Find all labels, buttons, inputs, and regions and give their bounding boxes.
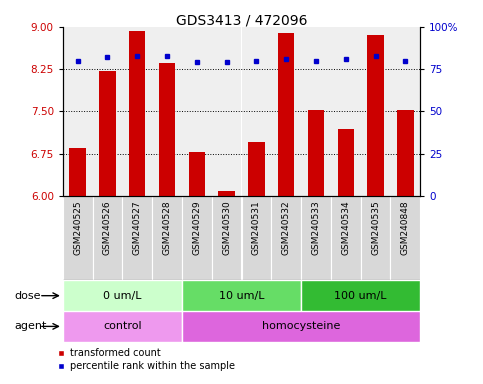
Bar — [212, 196, 242, 280]
Bar — [301, 280, 420, 311]
Bar — [122, 27, 152, 196]
Bar — [212, 27, 242, 196]
Text: dose: dose — [14, 291, 41, 301]
Text: GSM240527: GSM240527 — [133, 200, 142, 255]
Bar — [159, 63, 175, 196]
Bar — [182, 27, 212, 196]
Text: agent: agent — [14, 321, 47, 331]
Bar — [63, 196, 93, 280]
Bar — [248, 142, 265, 196]
Text: control: control — [103, 321, 142, 331]
Bar — [390, 27, 420, 196]
Legend: transformed count, percentile rank within the sample: transformed count, percentile rank withi… — [53, 344, 239, 375]
Bar — [70, 148, 86, 196]
Bar — [93, 196, 122, 280]
Text: GSM240528: GSM240528 — [163, 200, 171, 255]
Bar — [361, 196, 390, 280]
Bar — [189, 152, 205, 196]
Text: GSM240531: GSM240531 — [252, 200, 261, 255]
Bar — [331, 27, 361, 196]
Text: GSM240530: GSM240530 — [222, 200, 231, 255]
Text: GDS3413 / 472096: GDS3413 / 472096 — [176, 13, 307, 27]
Text: GSM240526: GSM240526 — [103, 200, 112, 255]
Text: GSM240529: GSM240529 — [192, 200, 201, 255]
Bar — [122, 196, 152, 280]
Text: GSM240533: GSM240533 — [312, 200, 320, 255]
Bar — [218, 191, 235, 196]
Text: GSM240848: GSM240848 — [401, 200, 410, 255]
Bar — [182, 280, 301, 311]
Bar — [152, 27, 182, 196]
Bar — [182, 196, 212, 280]
Bar — [63, 27, 93, 196]
Bar — [308, 110, 324, 196]
Bar — [368, 35, 384, 196]
Bar — [242, 196, 271, 280]
Text: GSM240535: GSM240535 — [371, 200, 380, 255]
Bar — [63, 311, 182, 342]
Bar — [338, 129, 354, 196]
Text: 10 um/L: 10 um/L — [219, 291, 264, 301]
Bar — [361, 27, 390, 196]
Text: GSM240525: GSM240525 — [73, 200, 82, 255]
Text: 0 um/L: 0 um/L — [103, 291, 142, 301]
Bar — [93, 27, 122, 196]
Bar — [129, 31, 145, 196]
Bar — [271, 27, 301, 196]
Bar — [278, 33, 294, 196]
Bar — [63, 280, 182, 311]
Text: homocysteine: homocysteine — [262, 321, 340, 331]
Bar — [152, 196, 182, 280]
Bar — [301, 196, 331, 280]
Text: GSM240534: GSM240534 — [341, 200, 350, 255]
Bar — [390, 196, 420, 280]
Bar — [271, 196, 301, 280]
Text: 100 um/L: 100 um/L — [334, 291, 387, 301]
Text: GSM240532: GSM240532 — [282, 200, 291, 255]
Bar — [99, 71, 115, 196]
Bar — [182, 311, 420, 342]
Bar — [301, 27, 331, 196]
Bar — [242, 27, 271, 196]
Bar — [331, 196, 361, 280]
Bar — [397, 110, 413, 196]
